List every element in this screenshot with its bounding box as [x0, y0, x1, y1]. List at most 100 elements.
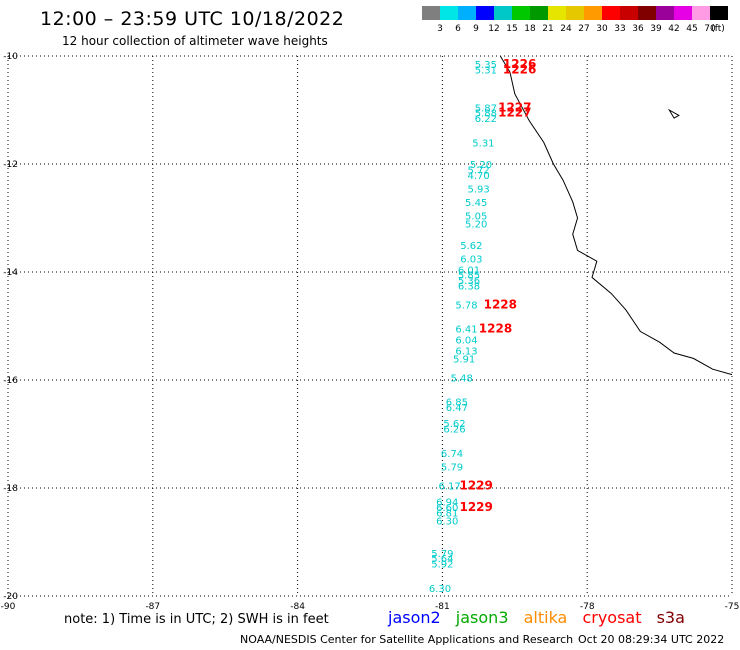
colorbar-swatch	[422, 6, 440, 20]
swh-label: 5.31	[475, 66, 497, 77]
colorbar-tick: 21	[542, 24, 553, 34]
swh-label: 6.13	[455, 346, 477, 357]
lon-tick-label: -87	[145, 602, 160, 612]
island	[667, 108, 680, 119]
time-label: 1226	[503, 57, 536, 71]
lon-tick-label: -90	[1, 602, 16, 612]
colorbar-swatch	[494, 6, 512, 20]
colorbar-swatch	[692, 6, 710, 20]
lat-tick-label: -20	[3, 592, 18, 602]
colorbar-swatch	[656, 6, 674, 20]
generated-timestamp: Oct 20 08:29:34 UTC 2022	[578, 633, 725, 646]
map-subtitle: 12 hour collection of altimeter wave hei…	[62, 34, 328, 48]
sat-jason2: jason2	[388, 608, 441, 627]
swh-label: 6.74	[441, 449, 463, 460]
colorbar-tick: 12	[488, 24, 499, 34]
swh-label: 5.62	[460, 241, 482, 252]
sat-altika: altika	[523, 608, 568, 627]
swh-label: 5.93	[467, 184, 489, 195]
map-title: 12:00 – 23:59 UTC 10/18/2022	[40, 8, 345, 30]
lat-tick-label: -18	[3, 484, 18, 494]
colorbar-swatch	[440, 6, 458, 20]
colorbar-tick: 24	[560, 24, 572, 34]
swh-label: 5.64	[431, 554, 453, 565]
sat-s3a: s3a	[656, 608, 685, 627]
swh-label: 5.85	[458, 271, 480, 282]
swh-label: 5.79	[431, 549, 453, 560]
time-label: 1226	[503, 63, 536, 77]
time-label: 1228	[484, 297, 517, 311]
colorbar-swatch	[674, 6, 692, 20]
colorbar-unit: (ft)	[711, 24, 725, 34]
colorbar-swatch	[584, 6, 602, 20]
lon-tick-label: -81	[435, 602, 450, 612]
swh-label: 5.62	[443, 419, 465, 430]
swh-label: 4.70	[467, 171, 489, 182]
swh-label: 6.22	[475, 114, 497, 125]
sat-jason3: jason3	[455, 608, 509, 627]
colorbar-swatch	[638, 6, 656, 20]
swh-label: 5.45	[465, 198, 487, 209]
colorbar-tick: 33	[614, 24, 625, 34]
swh-label: 5.91	[453, 354, 475, 365]
colorbar-swatch	[620, 6, 638, 20]
time-label: 1227	[498, 100, 531, 114]
colorbar-tick: 70	[704, 24, 716, 34]
satellite-legend: jason2 jason3 altika cryosat s3a	[388, 608, 695, 627]
colorbar-tick: 45	[686, 24, 697, 34]
swh-label: 5.35	[475, 60, 497, 71]
colorbar-tick: 6	[455, 24, 461, 34]
time-label: 1227	[498, 106, 531, 120]
swh-label: 6.94	[436, 498, 458, 509]
swh-label: 5.20	[465, 219, 487, 230]
swh-label: 6.85	[446, 398, 468, 409]
time-label: 1229	[459, 500, 492, 514]
swh-label: 6.01	[458, 265, 480, 276]
swh-label: 6.30	[436, 516, 458, 527]
time-label: 1229	[459, 478, 492, 492]
colorbar-swatch	[548, 6, 566, 20]
colorbar-tick: 42	[668, 24, 679, 34]
swh-label: 6.41	[455, 325, 477, 336]
swh-label: 6.47	[446, 403, 468, 414]
swh-label: 5.92	[431, 560, 453, 571]
credit-line: NOAA/NESDIS Center for Satellite Applica…	[240, 633, 574, 646]
colorbar-tick: 30	[596, 24, 608, 34]
swh-label: 6.30	[429, 584, 451, 595]
colorbar-tick: 3	[437, 24, 443, 34]
swh-label: 6.81	[436, 508, 458, 519]
swh-label: 5.87	[475, 103, 497, 114]
lon-tick-label: -78	[580, 602, 595, 612]
swh-label: 5.48	[451, 373, 473, 384]
swh-label: 5.31	[472, 138, 494, 149]
swh-label: 6.60	[436, 503, 458, 514]
swh-label: 5.36	[458, 276, 480, 287]
swh-label: 5.72	[467, 165, 489, 176]
sat-cryosat: cryosat	[582, 608, 642, 627]
colorbar-swatch	[512, 6, 530, 20]
coastline	[499, 55, 733, 376]
swh-label: 5.20	[470, 160, 492, 171]
swh-label: 5.78	[455, 300, 477, 311]
lat-tick-label: -12	[3, 160, 18, 170]
time-label: 1228	[479, 322, 512, 336]
swh-label: 6.17	[439, 481, 461, 492]
swh-label: 5.88	[475, 109, 497, 120]
colorbar-swatch	[530, 6, 548, 20]
colorbar-tick: 39	[650, 24, 662, 34]
colorbar-legend: 3 6 9 12 15 18 21 24 27 30 33 36 39 42 45 70(ft)	[422, 6, 728, 34]
swh-label: 6.04	[455, 336, 477, 347]
swh-label: 6.38	[458, 282, 480, 293]
lat-tick-label: -10	[3, 52, 18, 62]
swh-label: 5.79	[441, 462, 463, 473]
lon-tick-label: -84	[290, 602, 305, 612]
swh-label: 5.05	[465, 211, 487, 222]
lat-tick-label: -16	[3, 376, 18, 386]
lat-tick-label: -14	[3, 268, 18, 278]
colorbar-swatch	[476, 6, 494, 20]
colorbar-swatch	[458, 6, 476, 20]
lon-tick-label: -75	[725, 602, 740, 612]
colorbar-swatch	[602, 6, 620, 20]
colorbar-tick: 36	[632, 24, 644, 34]
